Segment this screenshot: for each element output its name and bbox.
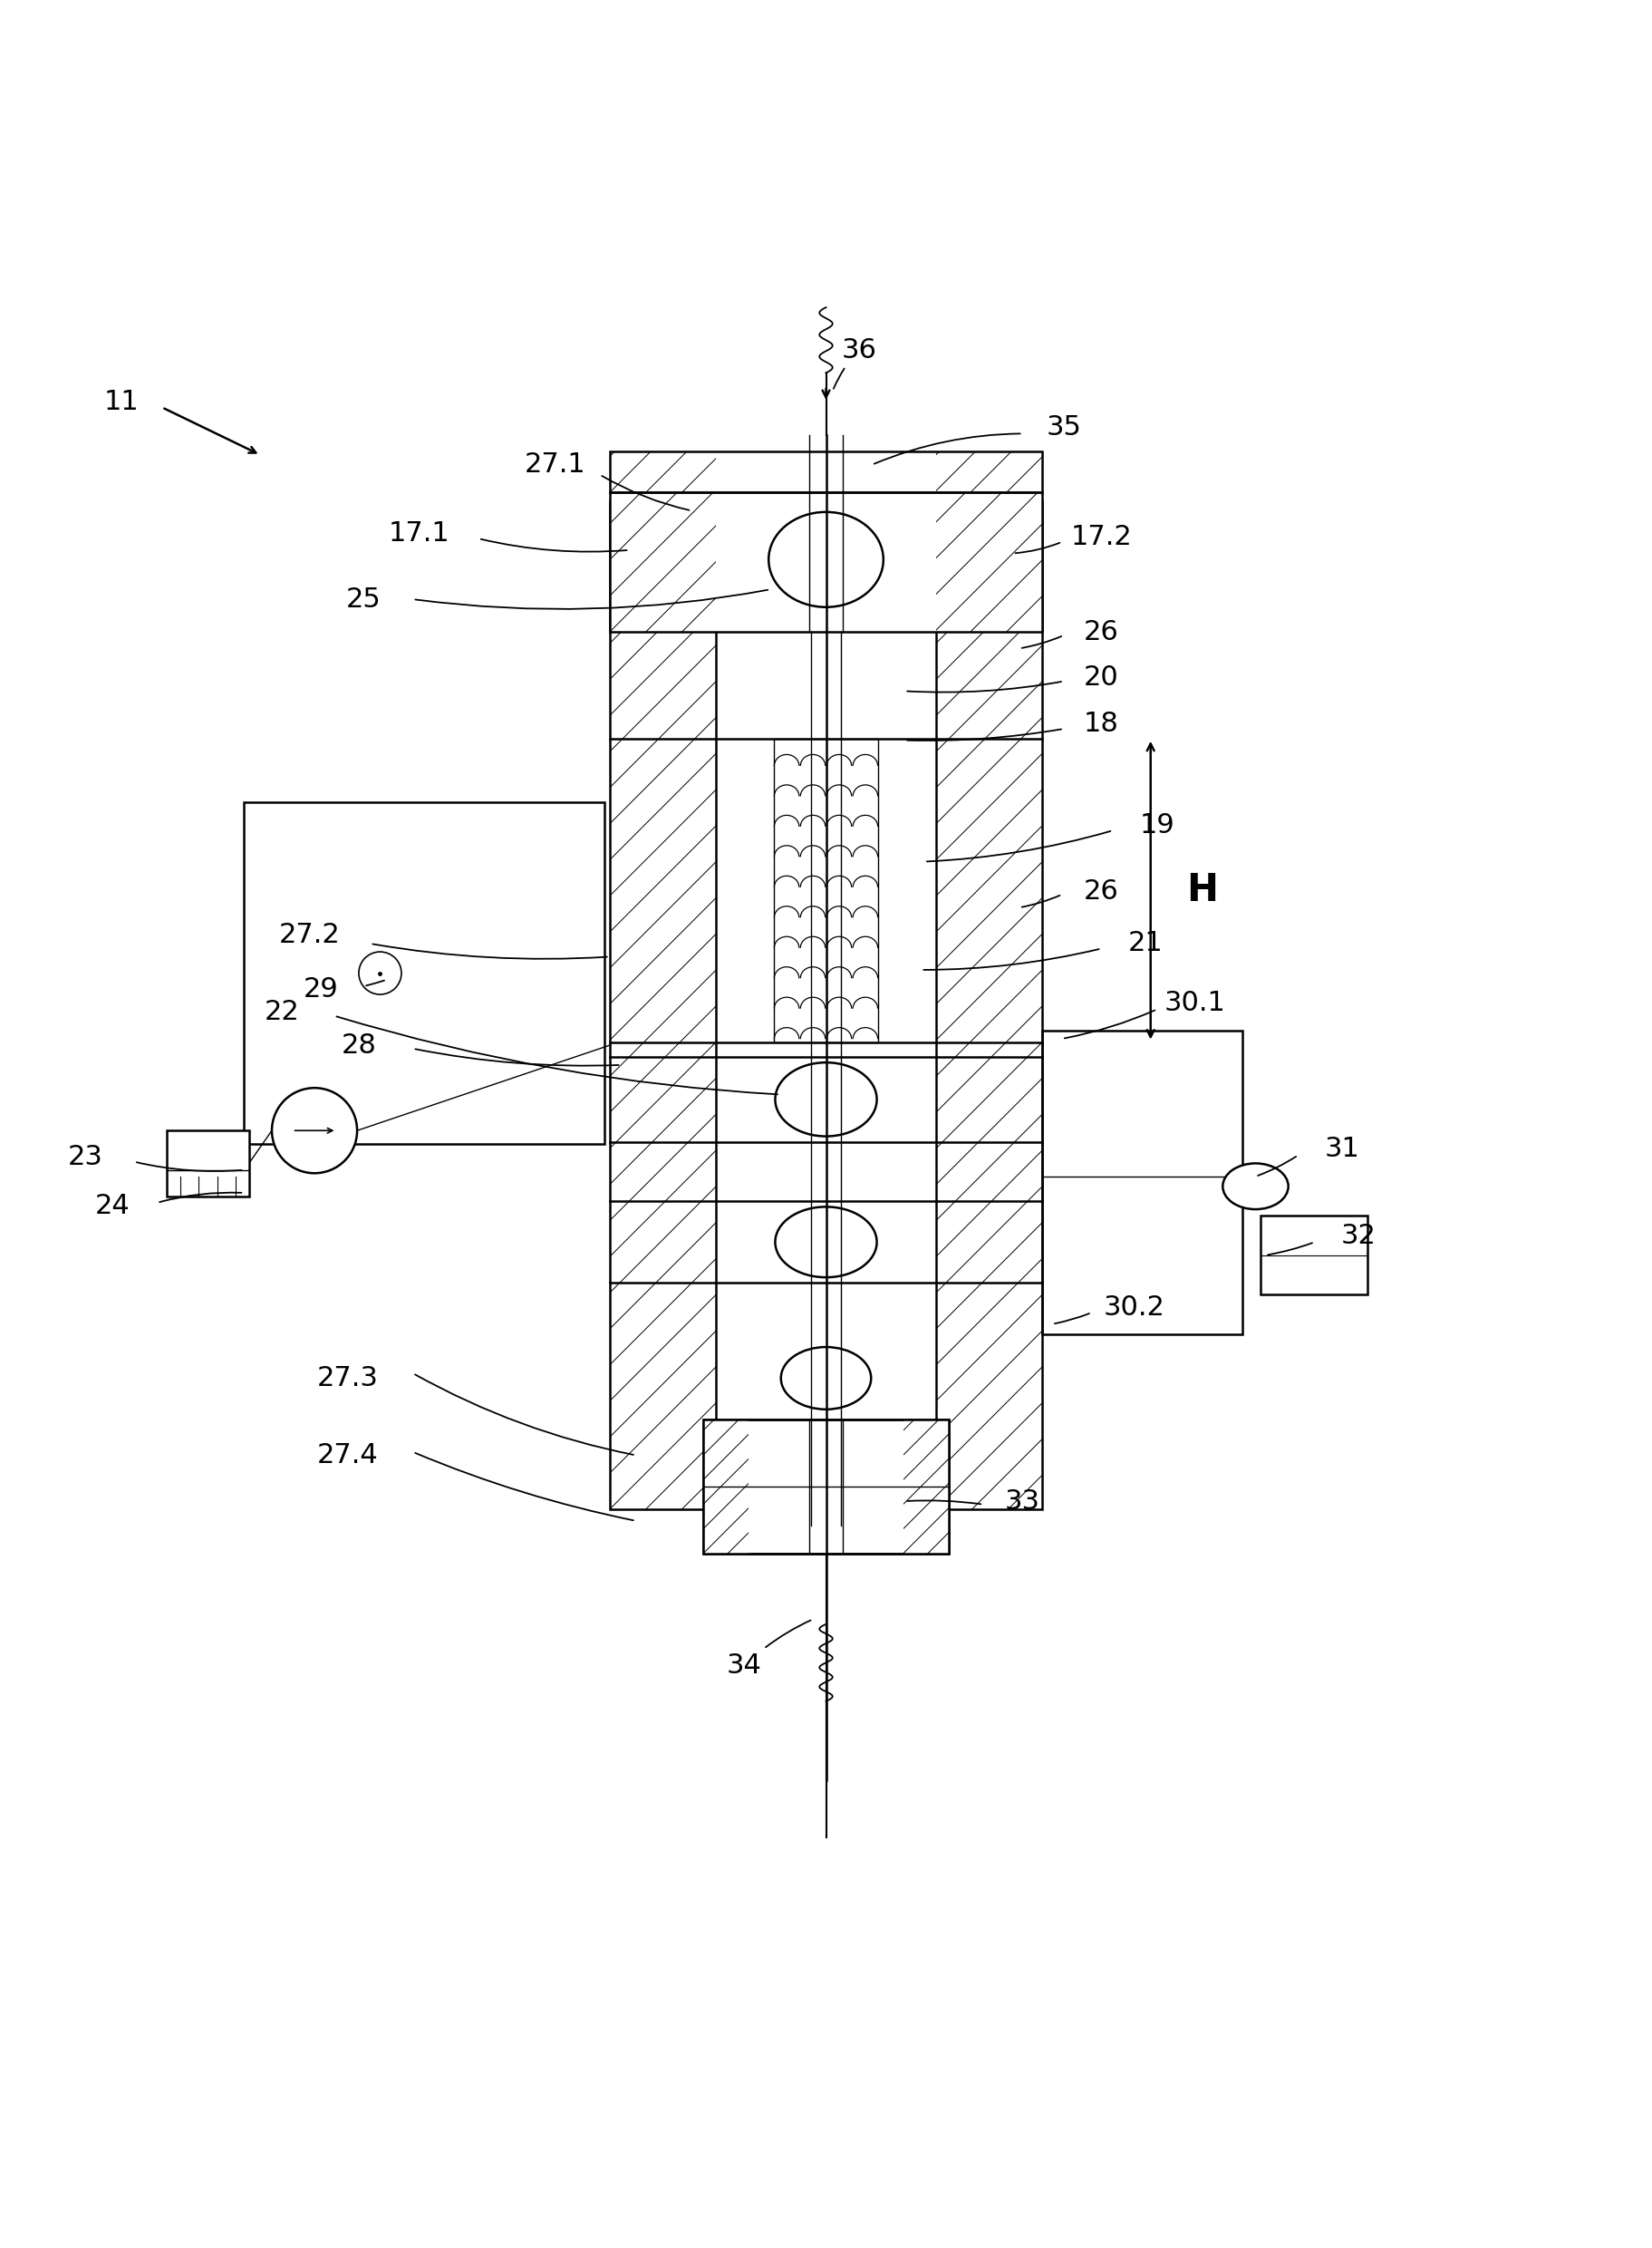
- Ellipse shape: [768, 513, 884, 607]
- Text: 25: 25: [347, 587, 382, 611]
- Bar: [904, 1418, 948, 1553]
- Bar: [704, 1418, 948, 1553]
- Text: 34: 34: [727, 1652, 762, 1679]
- Bar: [610, 452, 1042, 492]
- Circle shape: [273, 1088, 357, 1173]
- Bar: [704, 1418, 748, 1553]
- Bar: [773, 740, 879, 1043]
- FancyArrowPatch shape: [337, 1016, 778, 1095]
- FancyArrowPatch shape: [1257, 1155, 1297, 1176]
- FancyArrowPatch shape: [1023, 636, 1061, 647]
- Text: 24: 24: [96, 1194, 131, 1218]
- Text: 32: 32: [1341, 1223, 1376, 1248]
- Text: 18: 18: [1084, 710, 1118, 737]
- FancyArrowPatch shape: [601, 477, 689, 510]
- Text: 26: 26: [1084, 879, 1118, 904]
- FancyArrowPatch shape: [1064, 1009, 1155, 1039]
- FancyArrowPatch shape: [1267, 1243, 1312, 1254]
- Text: 17.2: 17.2: [1070, 524, 1132, 551]
- Bar: [167, 1131, 249, 1196]
- Bar: [1260, 1216, 1366, 1295]
- Bar: [717, 452, 935, 632]
- Text: 30.2: 30.2: [1104, 1295, 1165, 1322]
- FancyArrowPatch shape: [1016, 542, 1059, 553]
- Bar: [704, 1418, 948, 1553]
- Text: 23: 23: [68, 1144, 102, 1169]
- Bar: [935, 501, 1042, 1508]
- Text: 27.4: 27.4: [317, 1443, 378, 1468]
- Ellipse shape: [781, 1347, 871, 1409]
- FancyArrowPatch shape: [160, 1194, 241, 1203]
- FancyArrowPatch shape: [1023, 895, 1061, 908]
- Bar: [610, 492, 1042, 632]
- FancyArrowPatch shape: [907, 1499, 981, 1504]
- Text: 22: 22: [264, 1000, 299, 1025]
- Text: 36: 36: [841, 337, 877, 364]
- FancyArrowPatch shape: [874, 434, 1021, 463]
- Bar: [610, 452, 1042, 492]
- Bar: [610, 492, 1042, 632]
- FancyArrowPatch shape: [907, 681, 1061, 692]
- FancyArrowPatch shape: [415, 1050, 618, 1066]
- FancyArrowPatch shape: [1054, 1313, 1089, 1324]
- Text: 28: 28: [342, 1032, 377, 1059]
- Bar: [935, 501, 1042, 1508]
- FancyArrowPatch shape: [415, 1452, 633, 1520]
- Ellipse shape: [775, 1063, 877, 1135]
- Bar: [610, 501, 717, 1508]
- Ellipse shape: [1222, 1164, 1289, 1209]
- FancyArrowPatch shape: [415, 589, 768, 609]
- Text: 31: 31: [1325, 1135, 1360, 1162]
- Text: 11: 11: [104, 389, 139, 416]
- Text: 35: 35: [1046, 414, 1082, 441]
- Text: 27.2: 27.2: [279, 922, 340, 949]
- FancyArrowPatch shape: [373, 944, 606, 960]
- Text: 19: 19: [1140, 812, 1175, 839]
- FancyArrowPatch shape: [137, 1162, 241, 1171]
- Text: 30.1: 30.1: [1165, 989, 1226, 1016]
- Bar: [610, 492, 1042, 632]
- Text: 26: 26: [1084, 618, 1118, 645]
- Text: 27.1: 27.1: [525, 452, 586, 479]
- Bar: [717, 501, 935, 1508]
- Text: 27.3: 27.3: [317, 1365, 378, 1392]
- FancyArrowPatch shape: [367, 980, 385, 985]
- Text: 29: 29: [304, 976, 339, 1003]
- Bar: [704, 1418, 748, 1553]
- FancyArrowPatch shape: [907, 728, 1061, 740]
- Bar: [1042, 1030, 1242, 1333]
- FancyArrowPatch shape: [481, 540, 626, 551]
- Bar: [704, 1418, 748, 1553]
- Text: 21: 21: [1128, 931, 1163, 958]
- FancyArrowPatch shape: [834, 369, 844, 389]
- Bar: [773, 740, 879, 1043]
- Bar: [610, 501, 717, 1508]
- Bar: [935, 501, 1042, 1508]
- Bar: [904, 1418, 948, 1553]
- FancyArrowPatch shape: [923, 949, 1099, 969]
- FancyArrowPatch shape: [415, 1374, 633, 1454]
- Circle shape: [358, 951, 401, 994]
- Text: 33: 33: [1004, 1488, 1041, 1515]
- FancyArrowPatch shape: [765, 1621, 811, 1648]
- Bar: [610, 501, 717, 1508]
- Ellipse shape: [775, 1207, 877, 1277]
- FancyArrowPatch shape: [927, 832, 1110, 861]
- Text: 17.1: 17.1: [388, 522, 449, 546]
- Text: H: H: [1186, 872, 1219, 910]
- Bar: [244, 803, 605, 1144]
- Text: 20: 20: [1084, 665, 1118, 690]
- Bar: [610, 452, 1042, 492]
- Bar: [904, 1418, 948, 1553]
